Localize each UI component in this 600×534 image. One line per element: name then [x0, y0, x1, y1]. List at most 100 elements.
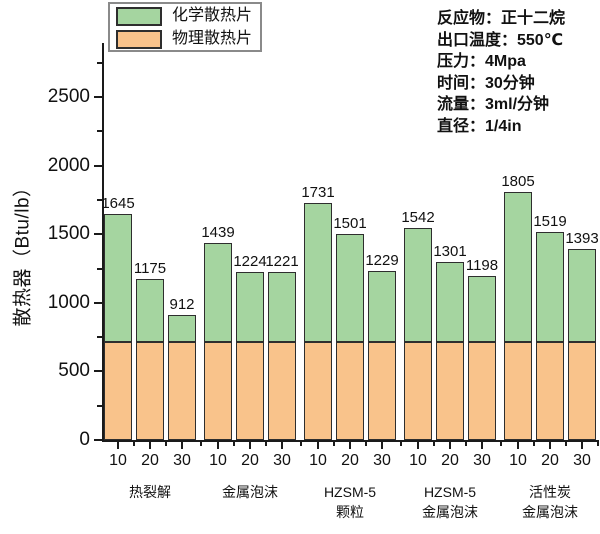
bar-segment-chemical [268, 272, 296, 343]
bar-segment-chemical [404, 228, 432, 343]
bar-segment-physical [568, 342, 596, 440]
bar-segment-physical [336, 342, 364, 440]
bar-segment-chemical [104, 214, 132, 343]
x-bar-tick [317, 442, 319, 449]
y-axis-title: 散热器（Btu/lb） [12, 177, 34, 327]
bar-value-label: 1198 [465, 256, 499, 274]
y-minor-tick [97, 404, 102, 407]
bar-value-label: 1224 [233, 253, 267, 271]
x-bar-tick [217, 442, 219, 449]
y-axis-line [102, 43, 104, 442]
bar-segment-physical [504, 342, 532, 440]
bar-x-label: 10 [309, 452, 327, 469]
annotation-line: 出口温度：550℃ [437, 31, 564, 49]
legend-label-physical: 物理散热片 [172, 30, 253, 47]
bar-x-label: 20 [141, 452, 159, 469]
bar-segment-chemical [136, 278, 164, 343]
y-minor-tick [97, 267, 102, 270]
bar-segment-chemical [468, 275, 496, 343]
bar-segment-physical [168, 342, 196, 440]
bar-segment-chemical [168, 314, 196, 343]
annotation-line: 反应物：正十二烷 [437, 10, 566, 27]
bar-x-label: 20 [541, 452, 559, 469]
bar-value-label: 1501 [333, 215, 367, 233]
bar-value-label: 1519 [533, 212, 567, 230]
bar-segment-chemical [536, 231, 564, 343]
bar-x-label: 30 [273, 452, 291, 469]
x-group-tick [500, 442, 502, 446]
bar-value-label: 1542 [401, 209, 435, 227]
x-bar-tick [417, 442, 419, 449]
bar-x-label: 30 [473, 452, 491, 469]
bar-segment-physical [536, 342, 564, 440]
bar-value-label: 1221 [265, 253, 299, 271]
bar-x-label: 10 [409, 452, 427, 469]
x-group-tick [300, 442, 302, 446]
bar-segment-chemical [368, 271, 396, 343]
bar-segment-chemical [504, 192, 532, 343]
bar-segment-physical [368, 342, 396, 440]
bar-x-label: 10 [209, 452, 227, 469]
y-minor-tick [97, 198, 102, 201]
x-bar-tick [249, 442, 251, 449]
bar-segment-chemical [568, 248, 596, 343]
x-bar-tick [149, 442, 151, 449]
x-gap-tick [465, 442, 467, 446]
bar-segment-chemical [436, 261, 464, 343]
y-minor-tick [97, 130, 102, 133]
legend-swatch-physical [116, 29, 162, 49]
y-tick-label: 2000 [47, 154, 90, 176]
x-gap-tick [365, 442, 367, 446]
bar-segment-physical [268, 342, 296, 440]
bar-x-label: 30 [373, 452, 391, 469]
x-bar-tick [517, 442, 519, 449]
bar-x-label: 20 [341, 452, 359, 469]
y-major-tick [94, 439, 102, 441]
y-major-tick [94, 164, 102, 167]
bar-segment-chemical [304, 202, 332, 343]
bar-value-label: 1301 [433, 242, 467, 260]
group-label-line: 活性炭 [529, 484, 571, 500]
annotation-block: 反应物：正十二烷 出口温度：550℃ 压力：4Mpa 时间：30分钟 流量：3ml/分钟… [437, 8, 565, 137]
x-bar-tick [181, 442, 183, 449]
bar-segment-physical [304, 342, 332, 440]
y-tick-label: 1000 [47, 291, 90, 313]
bar-value-label: 1393 [565, 229, 599, 247]
x-group-tick [400, 442, 402, 446]
bar-x-label: 20 [441, 452, 459, 469]
group-label-line: 金属泡沫 [522, 504, 578, 520]
bar-segment-physical [204, 342, 232, 440]
x-bar-tick [349, 442, 351, 449]
x-gap-tick [133, 442, 135, 446]
x-gap-tick [565, 442, 567, 446]
bar-segment-chemical [204, 242, 232, 343]
y-tick-label: 1500 [47, 223, 90, 245]
x-bar-tick [381, 442, 383, 449]
group-label-line: 金属泡沫 [222, 484, 278, 500]
bar-value-label: 1805 [501, 173, 535, 191]
x-bar-tick [549, 442, 551, 449]
bar-x-label: 30 [173, 452, 191, 469]
bar-segment-physical [468, 342, 496, 440]
bar-value-label: 1229 [365, 252, 399, 270]
x-gap-tick [533, 442, 535, 446]
x-group-tick [597, 442, 599, 446]
bar-value-label: 912 [169, 295, 195, 313]
annotation-line: 时间：30分钟 [437, 74, 535, 92]
x-bar-tick [117, 442, 119, 449]
legend-entry-physical: 物理散热片 [110, 28, 260, 50]
annotation-line: 压力：4Mpa [437, 53, 526, 70]
bar-value-label: 1439 [201, 223, 235, 241]
bar-segment-chemical [336, 234, 364, 343]
x-bar-tick [281, 442, 283, 449]
annotation-line: 流量：3ml/分钟 [437, 96, 550, 113]
y-major-tick [94, 370, 102, 373]
bar-segment-chemical [236, 272, 264, 343]
x-bar-tick [481, 442, 483, 449]
x-gap-tick [265, 442, 267, 446]
group-label-line: HZSM-5 [423, 484, 477, 500]
legend-entry-chemical: 化学散热片 [110, 5, 260, 27]
x-group-tick [200, 442, 202, 446]
y-major-tick [94, 96, 102, 98]
